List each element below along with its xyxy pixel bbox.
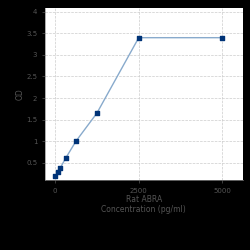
Point <box>56 170 60 174</box>
Point <box>64 156 68 160</box>
Point <box>137 36 141 40</box>
Y-axis label: OD: OD <box>16 88 25 100</box>
Point <box>74 139 78 143</box>
X-axis label: Rat ABRA
Concentration (pg/ml): Rat ABRA Concentration (pg/ml) <box>102 195 186 214</box>
Point <box>53 174 57 178</box>
Point <box>95 111 99 115</box>
Point <box>220 36 224 40</box>
Point <box>58 166 62 170</box>
